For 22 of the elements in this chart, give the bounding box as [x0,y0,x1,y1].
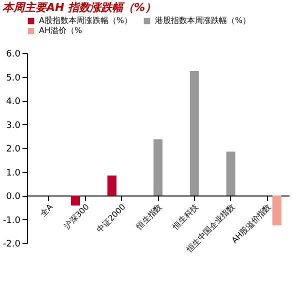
x-tick-label: 恒生指数 [134,202,164,232]
x-tick-label: 全A [38,202,55,218]
legend-label: 港股指数本周涨跌幅（%） [155,16,251,25]
y-tick-label: -1.0 [2,216,21,226]
y-tick-label: 1.0 [6,168,21,178]
bar [272,196,282,226]
y-tick-label: -2.0 [2,240,21,250]
x-tick-label: 恒生科技 [170,202,200,232]
bar [71,196,80,206]
bar [107,176,116,196]
y-tick-label: 2.0 [6,144,21,154]
legend-label: A股指数本周涨跌幅（%） [39,16,132,25]
y-tick-label: 5.0 [6,73,21,84]
chart-title: 本周主要AH 指数涨跌幅（%） [1,1,156,14]
y-tick-label: 4.0 [6,97,21,107]
y-tick-label: 3.0 [6,120,21,131]
bar [154,139,162,196]
bar [226,152,236,196]
bar [190,71,199,196]
legend-label: AH溢价（% [39,26,82,35]
y-tick-label: 6.0 [6,50,21,60]
y-tick-label: 0.0 [6,192,21,202]
